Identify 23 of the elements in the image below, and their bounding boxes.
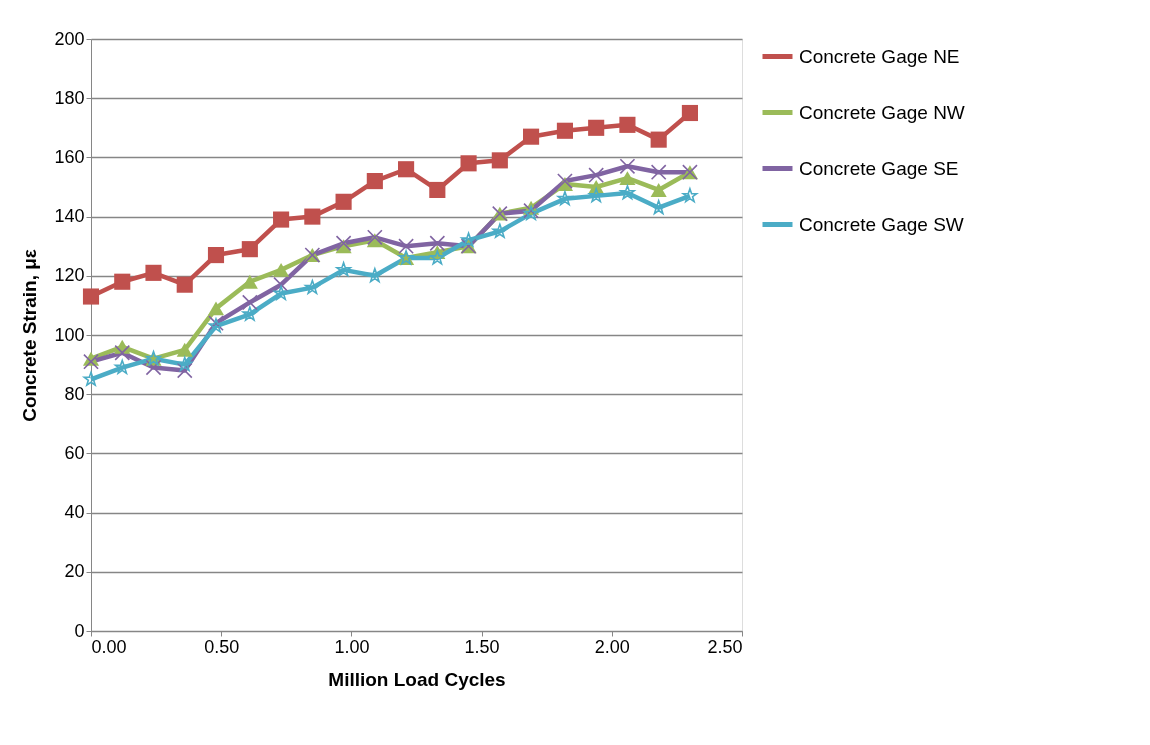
y-tick-label: 60 [64, 442, 85, 463]
legend-label: Concrete Gage SW [799, 213, 964, 235]
y-tick-label: 140 [54, 206, 85, 227]
x-tick-label: 0.50 [204, 636, 240, 657]
y-tick-label: 120 [54, 265, 85, 286]
legend-label: Concrete Gage SE [799, 157, 959, 179]
y-tick-label: 180 [54, 87, 85, 108]
y-tick-label: 20 [64, 561, 85, 582]
y-axis-title: Concrete Strain, με [19, 249, 41, 422]
x-tick-label: 1.00 [334, 636, 370, 657]
x-tick-label: 0.00 [91, 636, 127, 657]
x-tick-label: 2.50 [707, 636, 743, 657]
y-tick-label: 160 [54, 146, 85, 167]
legend-label: Concrete Gage NE [799, 45, 960, 67]
y-tick-label: 80 [64, 383, 85, 404]
y-tick-label: 200 [54, 28, 85, 49]
y-tick-label: 100 [54, 324, 85, 345]
x-tick-label: 2.00 [594, 636, 630, 657]
y-tick-label: 0 [74, 620, 85, 641]
y-tick-label: 40 [64, 502, 85, 523]
x-axis-title: Million Load Cycles [328, 668, 506, 690]
legend-label: Concrete Gage NW [799, 101, 965, 123]
x-tick-label: 1.50 [464, 636, 500, 657]
